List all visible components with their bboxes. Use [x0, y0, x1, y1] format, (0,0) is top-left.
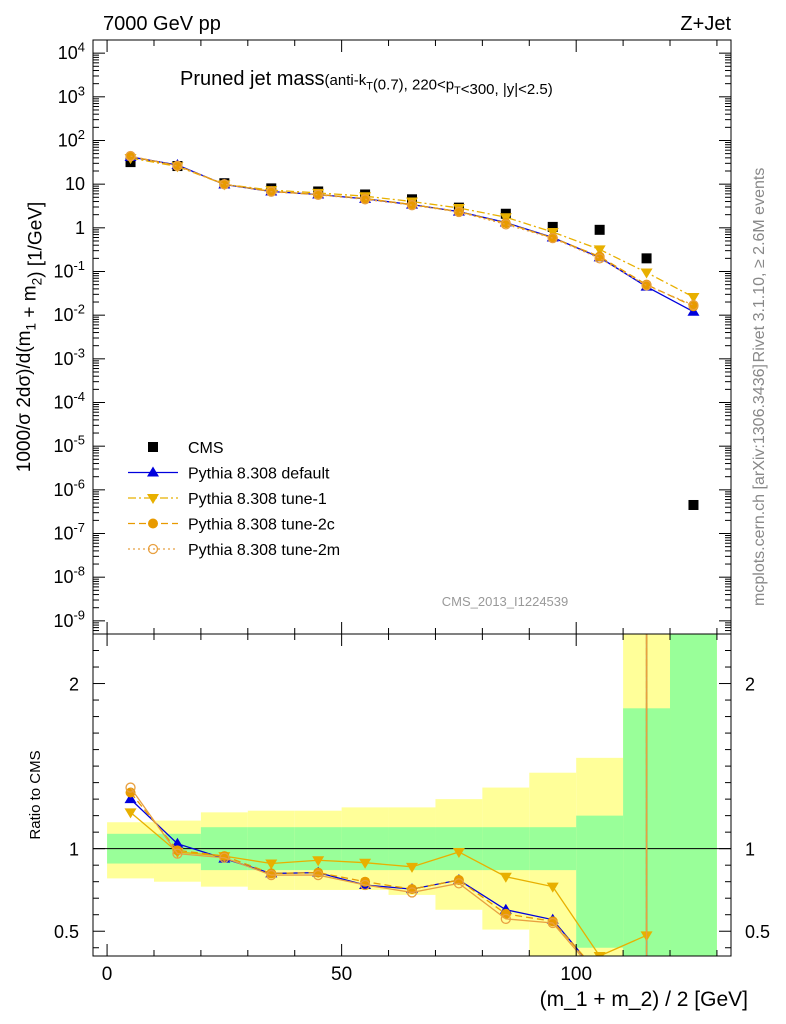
ratio-point-tune1	[124, 808, 137, 819]
legend-marker-tune1	[147, 494, 159, 504]
data-point-cms	[641, 253, 652, 264]
data-point-cms	[594, 224, 605, 235]
ratio-panel: 0.5 0.5 1 1 2 2 0 50 100 Ratio to CMS (m_1 + m_2) …	[27, 633, 770, 1011]
data-point-cms	[547, 221, 558, 232]
data-point-tune2m	[641, 280, 652, 291]
y-tick-label: 10-3	[53, 345, 85, 369]
y-tick-label: 10-5	[53, 433, 85, 457]
header-right: Z+Jet	[680, 13, 731, 35]
ratio-y-tick-label-right: 2	[745, 675, 755, 695]
legend-marker-default	[147, 466, 159, 477]
legend-label-tune1: Pythia 8.308 tune-1	[188, 491, 327, 508]
y-tick-label: 10-8	[53, 564, 85, 588]
y-tick-label: 10-1	[53, 258, 85, 282]
main-panel: 10410310210110-110-210-310-410-510-610-7…	[14, 39, 732, 635]
ratio-y-tick-label: 0.5	[54, 922, 79, 942]
legend-marker-cms	[148, 442, 158, 452]
series-line-tune2m	[130, 155, 694, 306]
ratio-y-tick-label: 1	[69, 840, 79, 860]
data-point-tune2m	[406, 200, 418, 211]
x-tick-label: 0	[102, 964, 113, 985]
data-point-tune2m	[266, 186, 277, 197]
data-point-tune1	[687, 293, 700, 304]
data-point-tune1	[593, 245, 606, 256]
legend-marker-tune2c	[148, 518, 158, 529]
series-tune2m	[125, 150, 699, 311]
legend: CMS Pythia 8.308 default Pythia 8.308 tune…	[128, 440, 340, 559]
ratio-y-tick-label-right: 0.5	[745, 922, 770, 942]
main-y-axis: 10410310210110-110-210-310-410-510-610-7…	[53, 39, 731, 635]
y-tick-label: 10-9	[53, 607, 85, 631]
data-point-tune2m	[453, 206, 465, 218]
band-inner	[576, 815, 624, 948]
data-point-tune2m	[172, 160, 183, 172]
analysis-watermark: CMS_2013_I1224539	[442, 594, 569, 609]
header-left: 7000 GeV pp	[103, 13, 221, 35]
legend-label-tune2m: Pythia 8.308 tune-2m	[188, 542, 340, 559]
data-point-tune2m	[313, 189, 324, 200]
data-point-tune2m	[500, 219, 511, 230]
data-point-tune2m	[547, 233, 558, 244]
y-tick-label: 10-4	[53, 389, 85, 413]
data-point-tune2m	[125, 150, 136, 162]
x-tick-label: 100	[560, 964, 592, 985]
series-default	[124, 150, 700, 316]
x-tick-label: 50	[331, 964, 352, 985]
series-line-tune1	[130, 157, 694, 298]
legend-label-tune2c: Pythia 8.308 tune-2c	[188, 517, 335, 534]
y-tick-label: 102	[58, 127, 85, 151]
chart-title: Pruned jet mass(anti-kT(0.7), 220<pT<300…	[180, 68, 553, 98]
data-point-tune2m	[688, 299, 699, 311]
y-tick-label: 10-7	[53, 520, 85, 544]
data-point-tune1	[640, 268, 653, 279]
y-tick-label: 104	[58, 40, 85, 64]
data-point-tune2c	[313, 189, 324, 200]
data-point-tune2m	[219, 179, 230, 190]
ratio-point-tune1	[593, 952, 606, 956]
data-point-tune2c	[219, 179, 230, 190]
y-tick-label: 10-6	[53, 476, 85, 500]
ratio-y-axis-label: Ratio to CMS	[27, 750, 44, 839]
series-line-tune2c	[130, 155, 694, 307]
ratio-y-tick-label-right: 1	[745, 840, 755, 860]
band-inner	[670, 634, 717, 956]
uncertainty-bands	[107, 634, 717, 956]
legend-label-default: Pythia 8.308 default	[188, 466, 330, 483]
rivet-label: Rivet 3.1.10, ≥ 2.6M events	[751, 168, 768, 363]
y-axis-label: 1000/σ 2dσ)/d(m1 + m2) [1/GeV]	[14, 202, 46, 472]
y-tick-label: 10-2	[53, 302, 85, 326]
y-tick-label: 103	[58, 83, 85, 107]
data-point-tune2m	[594, 253, 605, 264]
data-point-tune2c	[407, 199, 417, 210]
ratio-y-tick-label: 2	[69, 675, 79, 695]
y-tick-label: 1	[75, 218, 85, 238]
x-axis-label: (m_1 + m_2) / 2 [GeV]	[540, 988, 748, 1011]
data-point-tune2c	[453, 206, 464, 217]
data-point-cms	[688, 499, 699, 510]
y-tick-label: 10	[65, 174, 85, 194]
mcplots-label: mcplots.cern.ch [arXiv:1306.3436]	[751, 364, 768, 606]
series-tune1	[124, 154, 700, 304]
data-point-tune2m	[359, 194, 371, 205]
data-point-tune2c	[172, 160, 183, 171]
series-tune2c	[125, 151, 699, 312]
legend-label-cms: CMS	[188, 440, 224, 457]
